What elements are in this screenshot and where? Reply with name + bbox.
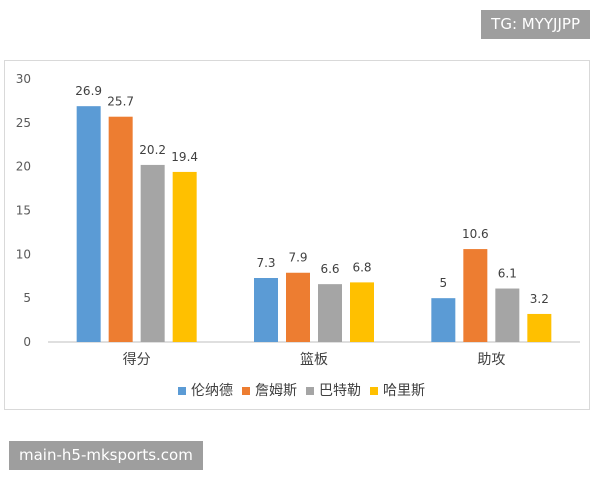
bar — [431, 298, 456, 342]
x-category-label: 篮板 — [300, 352, 328, 368]
y-tick-label: 25 — [16, 116, 31, 130]
chart-data-labels: 26.9 25.7 20.2 19.4 7.3 7.9 6.6 6.8 5 10.6 6.1 3.2 — [75, 84, 549, 306]
data-label: 20.2 — [139, 143, 166, 157]
bar — [463, 249, 488, 342]
legend-label: 詹姆斯 — [255, 383, 297, 399]
data-label: 6.1 — [498, 267, 517, 281]
chart-bars — [76, 106, 552, 343]
data-label: 6.6 — [320, 262, 339, 276]
data-label: 6.8 — [352, 260, 371, 274]
y-tick-label: 5 — [23, 291, 31, 305]
legend-label: 伦纳德 — [191, 383, 233, 399]
y-tick-label: 15 — [16, 204, 31, 218]
data-label: 10.6 — [462, 227, 489, 241]
chart-axes: 0 5 10 15 20 25 30 得分 篮板 助攻 — [16, 72, 580, 368]
chart-legend: 伦纳德 詹姆斯 巴特勒 哈里斯 — [178, 383, 425, 399]
legend-label: 巴特勒 — [319, 383, 361, 399]
y-tick-label: 10 — [16, 247, 31, 261]
legend-swatch — [242, 387, 250, 395]
y-tick-label: 30 — [16, 72, 31, 86]
bar — [140, 164, 165, 342]
bar — [286, 272, 310, 342]
legend-swatch — [306, 387, 314, 395]
bar — [254, 278, 278, 342]
x-category-label: 得分 — [123, 351, 151, 368]
bar — [527, 313, 552, 342]
data-label: 19.4 — [171, 150, 198, 164]
bar — [495, 288, 520, 342]
tg-badge: TG: MYYJJPP — [481, 10, 590, 39]
y-tick-label: 20 — [16, 160, 31, 174]
bar — [350, 282, 374, 342]
bar — [108, 116, 133, 343]
data-label: 7.3 — [256, 256, 275, 270]
legend-swatch — [178, 387, 186, 395]
data-label: 5 — [440, 276, 448, 290]
y-tick-label: 0 — [23, 335, 31, 349]
data-label: 25.7 — [107, 95, 134, 109]
bar — [318, 284, 342, 342]
data-label: 7.9 — [288, 251, 307, 265]
legend-swatch — [370, 387, 378, 395]
x-category-label: 助攻 — [477, 352, 505, 368]
data-label: 3.2 — [530, 292, 549, 306]
bar — [76, 106, 101, 342]
chart-frame — [4, 60, 590, 410]
site-watermark: main-h5-mksports.com — [9, 441, 203, 470]
data-label: 26.9 — [75, 84, 102, 98]
bar — [172, 171, 197, 342]
legend-label: 哈里斯 — [383, 383, 425, 399]
